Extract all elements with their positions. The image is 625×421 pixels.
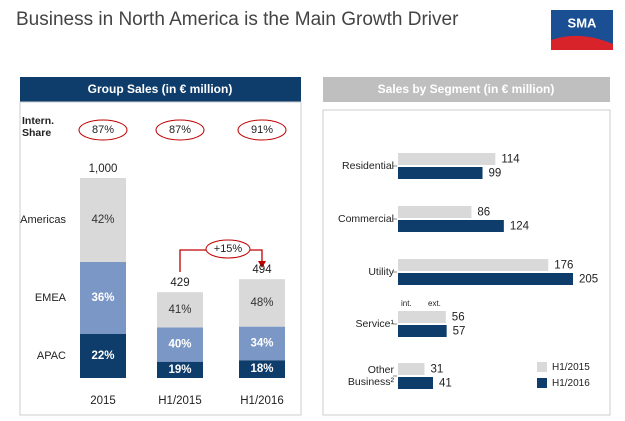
- sub-label: int.: [401, 299, 412, 308]
- segment-label: 48%: [250, 297, 273, 309]
- legend-label: H1/2015: [552, 362, 590, 373]
- category-label: Residential: [342, 160, 394, 172]
- arrow-head: [258, 261, 266, 268]
- value-label: 86: [477, 207, 490, 219]
- segment-label: 18%: [250, 363, 273, 375]
- legend-label: APAC: [37, 350, 66, 362]
- panel-header: [20, 77, 301, 102]
- growth-arrow: [179, 249, 263, 272]
- legend-swatch: [537, 362, 547, 372]
- bar: [398, 220, 504, 232]
- legend-label: EMEA: [35, 292, 67, 304]
- share-label-value: 91%: [251, 124, 273, 136]
- bar: [398, 259, 549, 271]
- total-label: 1,000: [89, 163, 118, 175]
- x-tick-label: H1/2016: [240, 395, 283, 407]
- segment-label: 19%: [168, 364, 191, 376]
- segment-label: 36%: [91, 292, 114, 304]
- bar: [398, 206, 472, 218]
- share-label: Intern. Share: [22, 115, 55, 139]
- value-label: 205: [579, 274, 598, 286]
- total-label: 494: [252, 264, 272, 276]
- bar: [398, 167, 483, 179]
- value-label: 176: [554, 260, 573, 272]
- logo-text: SMA: [568, 15, 598, 30]
- annotation-oval: [205, 239, 251, 259]
- value-label: 99: [489, 168, 502, 180]
- category-label: Commercial: [337, 213, 394, 225]
- logo-swoosh: [551, 35, 613, 50]
- share-oval: [237, 119, 287, 141]
- bar-segment: [80, 334, 126, 378]
- bar: [398, 153, 496, 165]
- share-oval: [78, 119, 128, 141]
- bar-segment: [157, 327, 203, 362]
- category-label: Service¹: [355, 318, 394, 330]
- segment-label: 41%: [168, 304, 191, 316]
- bar-segment: [239, 279, 285, 327]
- share-label-value: 87%: [92, 124, 114, 136]
- total-label: 429: [170, 277, 189, 289]
- value-label: 31: [430, 364, 443, 376]
- bar: [398, 363, 425, 375]
- bar-segment: [239, 360, 285, 378]
- segment-label: 34%: [250, 337, 273, 349]
- chart-title: Group Sales (in € million): [88, 82, 233, 96]
- category-label: Other Business²: [347, 364, 394, 388]
- value-label: 124: [510, 221, 530, 233]
- legend-label: Americas: [20, 214, 66, 226]
- category-label: Utility: [368, 266, 394, 278]
- bar-segment: [157, 361, 203, 378]
- value-label: 114: [501, 154, 520, 166]
- panel-border: [19, 101, 302, 416]
- bar: [398, 273, 573, 285]
- value-label: 57: [453, 326, 466, 338]
- sub-label: ext.: [428, 299, 441, 308]
- bar-segment: [157, 292, 203, 328]
- x-tick-label: 2015: [90, 395, 116, 407]
- bar-segment: [80, 178, 126, 262]
- legend-label: H1/2016: [552, 378, 590, 389]
- share-oval: [155, 119, 205, 141]
- value-label: 56: [452, 312, 465, 324]
- segment-label: 40%: [168, 339, 191, 351]
- panel-header: [323, 77, 610, 102]
- bar-segment: [239, 326, 285, 361]
- share-label-value: 87%: [169, 124, 191, 136]
- panel-border: [322, 109, 611, 416]
- bar: [398, 325, 447, 337]
- x-tick-label: H1/2015: [158, 395, 201, 407]
- legend-swatch: [537, 378, 547, 388]
- bar: [398, 311, 446, 323]
- slide-title: Business in North America is the Main Gr…: [16, 9, 459, 30]
- bar: [398, 377, 433, 389]
- annotation: +15%: [214, 243, 243, 255]
- segment-label: 42%: [91, 214, 114, 226]
- value-label: 41: [439, 378, 452, 390]
- bar-segment: [80, 262, 126, 334]
- segment-label: 22%: [91, 350, 114, 362]
- chart-title: Sales by Segment (in € million): [378, 82, 555, 96]
